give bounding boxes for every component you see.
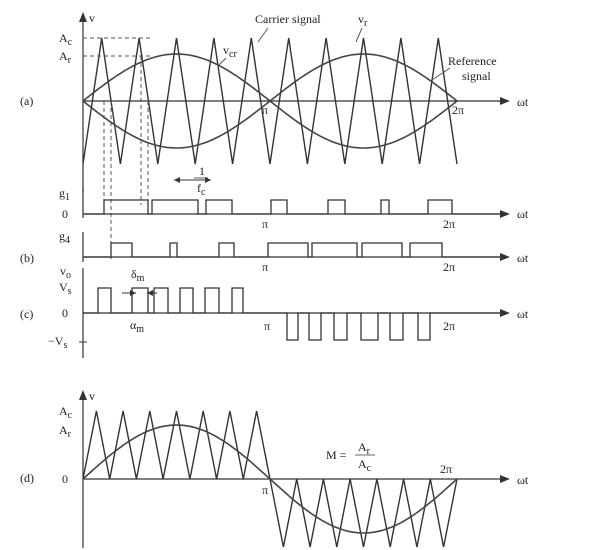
- panel-a-x-label: ωt: [517, 95, 529, 109]
- panel-d-x-label: ωt: [517, 473, 529, 487]
- panel-d: (d) v Ac Ar 0 M = Ar Ac π 2π ωt: [20, 389, 529, 548]
- panel-c-delta-label: δm: [131, 267, 145, 284]
- panel-a-period-numerator: 1: [199, 164, 205, 178]
- panel-d-reference-peak-label: Ar: [59, 423, 72, 440]
- panel-d-mod-lhs: M =: [326, 448, 347, 462]
- panel-d-two-pi-label: 2π: [440, 462, 452, 476]
- panel-d-reference-sine: [82, 424, 458, 534]
- panel-d-x-arrow-icon: [500, 475, 510, 483]
- panel-c-delta-arrow-right-icon: [147, 290, 153, 296]
- panel-a-carrier-peak-label: Ac: [59, 31, 73, 48]
- panel-g1-gate-pulses: [83, 199, 500, 215]
- panel-c-zero: 0: [62, 306, 68, 320]
- panel-a-reference-peak-label: Ar: [59, 49, 72, 66]
- panel-d-carrier-peak-label: Ac: [59, 404, 73, 421]
- panel-b-gate-pulses: [83, 242, 500, 258]
- panel-g1-x-arrow-icon: [500, 210, 510, 218]
- panel-b-pi-label: π: [262, 260, 268, 274]
- panel-a-two-pi-label: 2π: [452, 103, 464, 117]
- panel-a-y-label: v: [89, 11, 95, 25]
- panel-c-vs-label: Vs: [59, 280, 72, 297]
- panel-g1-two-pi-label: 2π: [443, 217, 455, 231]
- panel-b-tag: (b): [20, 251, 34, 265]
- panel-a-pi-label: π: [262, 103, 268, 117]
- panel-d-pi-label: π: [262, 483, 268, 497]
- panel-g1-pi-label: π: [262, 217, 268, 231]
- panel-c-x-label: ωt: [517, 307, 529, 321]
- panel-g1-x-label: ωt: [517, 207, 529, 221]
- panel-a-reference-signal-label-1: Reference: [448, 54, 497, 68]
- panel-c-neg-vs-label: −Vs: [48, 334, 67, 351]
- panel-c-tag: (c): [20, 307, 33, 321]
- panel-c: (c) vo Vs δm αm 0 −Vs π 2π ωt: [20, 264, 529, 358]
- panel-g1: g1 0 π 2π ωt: [59, 186, 529, 231]
- panel-b-x-label: ωt: [517, 251, 529, 265]
- panel-b-label: g4: [59, 229, 70, 246]
- panel-a-period-arrow-left-icon: [174, 177, 180, 183]
- panel-c-delta-arrow-left-icon: [130, 290, 136, 296]
- panel-a-period-denominator: fc: [197, 181, 206, 198]
- panel-b-two-pi-label: 2π: [443, 260, 455, 274]
- panel-a: (a) v Ac Ar Carrier signal vr vcr Refere…: [20, 11, 529, 260]
- panel-b-x-arrow-icon: [500, 253, 510, 261]
- panel-a-reference-sine-negative: [82, 53, 458, 149]
- panel-a-x-arrow-icon: [500, 97, 510, 105]
- panel-c-x-arrow-icon: [500, 309, 510, 317]
- panel-a-vcr-label: vcr: [223, 43, 237, 60]
- panel-d-y-arrow-icon: [79, 390, 87, 400]
- panel-c-alpha-label: αm: [130, 318, 144, 335]
- panel-a-period-arrow-right-icon: [205, 177, 211, 183]
- panel-d-mod-numerator: Ar: [358, 440, 371, 457]
- panel-a-tag: (a): [20, 94, 33, 108]
- panel-g1-label: g1: [59, 186, 70, 203]
- panel-a-vcr-leader: [217, 57, 227, 67]
- panel-a-carrier-signal-label: Carrier signal: [255, 12, 321, 26]
- panel-c-two-pi-label: 2π: [443, 319, 455, 333]
- panel-g1-zero: 0: [62, 207, 68, 221]
- panel-a-carrier-triangle-wave: [82, 37, 458, 165]
- panel-c-y-label: vo: [60, 264, 71, 281]
- panel-a-vr-label: vr: [358, 12, 368, 29]
- panel-a-y-arrow-icon: [79, 12, 87, 22]
- panel-c-pi-label: π: [264, 319, 270, 333]
- panel-d-tag: (d): [20, 471, 34, 485]
- panel-a-carrier-leader: [257, 27, 269, 43]
- panel-d-y-label: v: [89, 389, 95, 403]
- panel-a-vr-leader: [355, 27, 363, 43]
- panel-a-reference-leader: [431, 67, 451, 81]
- panel-c-output-voltage-pulses: [83, 287, 500, 341]
- panel-b: (b) g4 π 2π ωt: [20, 229, 529, 274]
- panel-a-reference-signal-label-2: signal: [462, 69, 491, 83]
- panel-d-mod-denominator: Ac: [358, 457, 372, 474]
- panel-d-zero: 0: [62, 472, 68, 486]
